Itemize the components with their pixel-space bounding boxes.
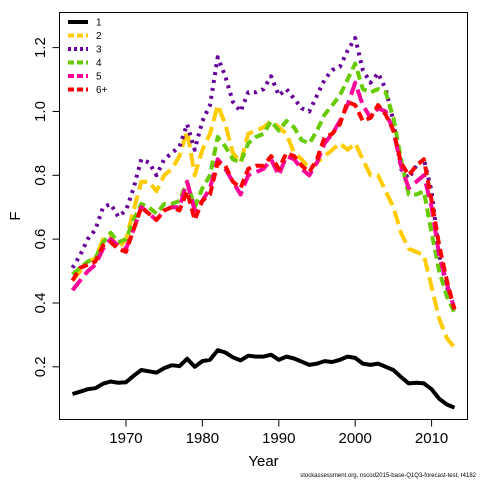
series-layer	[73, 38, 455, 408]
series-line-5	[73, 83, 455, 310]
footnote: stockassessment.org, nscod2015-base-Q1Q3…	[300, 473, 476, 479]
y-tick-label: 0.6	[32, 229, 49, 250]
x-tick-label: 1990	[262, 430, 295, 447]
series-line-1	[73, 350, 455, 408]
y-tick-label: 0.8	[32, 165, 49, 186]
legend-label-1: 1	[96, 18, 102, 29]
x-tick-label: 1980	[186, 430, 219, 447]
legend-label-4: 4	[96, 58, 102, 69]
y-axis-title: F	[7, 211, 24, 220]
legend-label-3: 3	[96, 45, 102, 56]
x-tick-label: 1970	[109, 430, 142, 447]
legend-label-6: 6+	[96, 85, 108, 96]
x-tick-label: 2000	[338, 430, 371, 447]
x-tick-label: 2010	[415, 430, 448, 447]
series-line-3	[73, 38, 455, 309]
legend-label-5: 5	[96, 72, 102, 83]
legend: 1 2 3 4 5 6+	[68, 18, 108, 97]
x-axis-title: Year	[248, 453, 278, 470]
y-axis: 0.2 0.4 0.6 0.8 1.0 1.2	[32, 37, 60, 377]
y-tick-label: 0.4	[32, 293, 49, 314]
legend-label-2: 2	[96, 31, 102, 42]
y-tick-label: 0.2	[32, 356, 49, 377]
x-axis: 1970 1980 1990 2000 2010	[109, 420, 448, 448]
series-line-4	[73, 64, 455, 313]
y-tick-label: 1.2	[32, 37, 49, 58]
y-tick-label: 1.0	[32, 101, 49, 122]
